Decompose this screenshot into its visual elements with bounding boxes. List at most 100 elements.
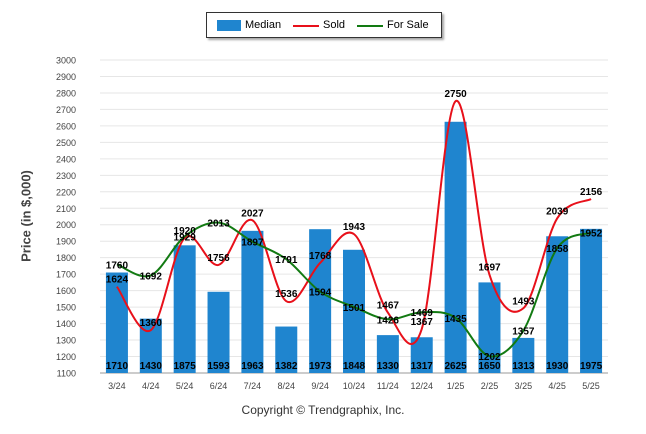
for-sale-value-label: 1357: [512, 327, 535, 338]
sold-value-label: 1624: [106, 275, 129, 286]
for-sale-value-label: 1929: [174, 232, 197, 243]
y-tick-label: 1800: [56, 253, 76, 263]
y-axis-label: Price (in $,000): [18, 170, 34, 262]
for-sale-value-label: 1501: [343, 303, 366, 314]
sold-value-label: 1943: [343, 222, 366, 233]
x-tick-label: 3/25: [515, 381, 533, 391]
median-value-label: 1382: [275, 361, 298, 372]
y-tick-label: 1100: [57, 369, 76, 379]
for-sale-value-label: 1760: [106, 260, 129, 271]
x-tick-label: 5/25: [582, 381, 600, 391]
median-value-label: 1313: [512, 361, 535, 372]
x-tick-label: 11/24: [377, 381, 399, 391]
y-tick-label: 2000: [56, 220, 76, 230]
sold-value-label: 1493: [512, 296, 535, 307]
median-value-label: 1973: [309, 361, 332, 372]
y-tick-label: 1600: [56, 286, 76, 296]
y-tick-label: 1200: [56, 352, 76, 362]
for-sale-value-label: 1435: [444, 314, 467, 325]
median-bar: [139, 318, 162, 373]
y-tick-label: 2300: [56, 171, 76, 181]
y-tick-label: 2800: [56, 88, 76, 98]
sold-value-label: 2156: [580, 187, 603, 198]
median-value-label: 1710: [106, 361, 129, 372]
x-tick-label: 8/24: [278, 381, 296, 391]
sold-value-label: 2750: [444, 89, 467, 100]
for-sale-value-label: 1952: [580, 229, 603, 240]
y-tick-label: 1900: [56, 237, 76, 247]
for-sale-value-label: 1791: [275, 255, 298, 266]
median-value-label: 1430: [140, 361, 163, 372]
median-bar: [343, 249, 365, 373]
legend-median-swatch: [217, 20, 241, 31]
for-sale-value-label: 1426: [377, 315, 400, 326]
y-tick-label: 2400: [56, 154, 76, 164]
legend-median-label: Median: [245, 19, 282, 31]
x-tick-label: 4/25: [548, 381, 566, 391]
median-bar: [207, 291, 230, 373]
legend-sold-swatch: [293, 25, 319, 27]
for-sale-value-label: 1594: [309, 288, 332, 299]
sold-line: [116, 100, 592, 345]
for-sale-value-label: 2013: [207, 219, 230, 230]
y-tick-label: 2600: [56, 121, 76, 131]
legend-forsale-swatch: [357, 25, 383, 27]
x-tick-label: 12/24: [410, 381, 433, 391]
y-tick-label: 2500: [56, 138, 76, 148]
sold-value-label: 1920: [174, 226, 197, 237]
x-tick-label: 1/25: [447, 381, 465, 391]
sold-value-label: 1360: [140, 318, 163, 329]
median-value-label: 1317: [411, 361, 434, 372]
for-sale-value-label: 1692: [140, 271, 163, 282]
sold-value-label: 1536: [275, 289, 298, 300]
y-tick-label: 1500: [56, 303, 76, 313]
y-tick-label: 1700: [56, 270, 76, 280]
data-labels: 1710 1430 1875 1593 1963 1382 1973 1848 1330 1317…: [106, 89, 603, 372]
median-bar: [410, 337, 433, 373]
legend: Median Sold For Sale: [206, 12, 442, 38]
series-lines: [116, 100, 592, 358]
median-value-label: 1875: [174, 361, 197, 372]
median-value-label: 2625: [444, 361, 467, 372]
median-value-label: 1930: [546, 361, 569, 372]
y-axis-ticks: 1100 1200 1300 1400 1500 1600 1700 1800 1900 2000…: [56, 56, 76, 379]
for-sale-value-label: 1897: [241, 238, 264, 249]
x-axis-ticks: 3/24 4/24 5/24 6/24 7/24 8/24 9/24 10/24 11/24 12…: [108, 381, 600, 391]
median-value-label: 1963: [241, 361, 264, 372]
sold-value-label: 1768: [309, 251, 332, 262]
median-bar: [241, 230, 264, 373]
x-tick-label: 6/24: [210, 381, 228, 391]
median-bar: [512, 337, 535, 373]
median-bar: [478, 282, 501, 373]
y-tick-label: 1300: [56, 336, 76, 346]
sold-value-label: 2039: [546, 206, 569, 217]
y-tick-label: 2900: [56, 72, 76, 82]
median-bar: [580, 228, 603, 373]
sold-value-label: 1756: [207, 253, 230, 264]
copyright-text: Copyright © Trendgraphix, Inc.: [241, 403, 405, 417]
for-sale-line: [116, 221, 592, 358]
x-tick-label: 4/24: [142, 381, 160, 391]
median-bar: [376, 335, 399, 373]
median-value-label: 1593: [207, 361, 230, 372]
legend-forsale-label: For Sale: [387, 19, 429, 31]
median-value-label: 1975: [580, 361, 603, 372]
y-tick-label: 2100: [56, 204, 76, 214]
x-tick-label: 2/25: [481, 381, 499, 391]
x-tick-label: 7/24: [244, 381, 262, 391]
y-tick-label: 2200: [56, 187, 76, 197]
sold-value-label: 1367: [411, 317, 434, 328]
median-bar: [444, 121, 467, 374]
y-tick-label: 2700: [56, 105, 76, 115]
y-tick-label: 3000: [56, 56, 76, 66]
median-bar: [309, 229, 332, 373]
for-sale-value-label: 1202: [478, 352, 501, 363]
sold-value-label: 1697: [478, 263, 501, 274]
sold-value-label: 1467: [377, 301, 400, 312]
sold-value-label: 2027: [241, 208, 264, 219]
median-value-label: 1848: [343, 361, 366, 372]
legend-sold-label: Sold: [323, 19, 346, 31]
for-sale-value-label: 1858: [546, 244, 569, 255]
x-tick-label: 3/24: [108, 381, 126, 391]
